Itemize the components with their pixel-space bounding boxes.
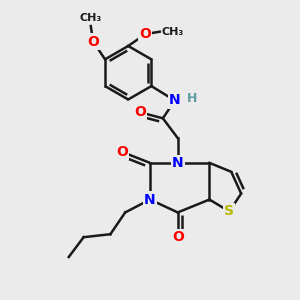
- Text: CH₃: CH₃: [161, 27, 183, 37]
- Text: O: O: [87, 34, 99, 49]
- Text: N: N: [172, 156, 184, 170]
- Text: CH₃: CH₃: [80, 13, 102, 23]
- Text: S: S: [224, 204, 234, 218]
- Text: O: O: [134, 105, 146, 119]
- Text: O: O: [140, 27, 152, 41]
- Text: H: H: [187, 92, 198, 105]
- Text: N: N: [169, 94, 181, 107]
- Text: O: O: [116, 145, 128, 159]
- Text: N: N: [144, 193, 156, 206]
- Text: O: O: [172, 230, 184, 244]
